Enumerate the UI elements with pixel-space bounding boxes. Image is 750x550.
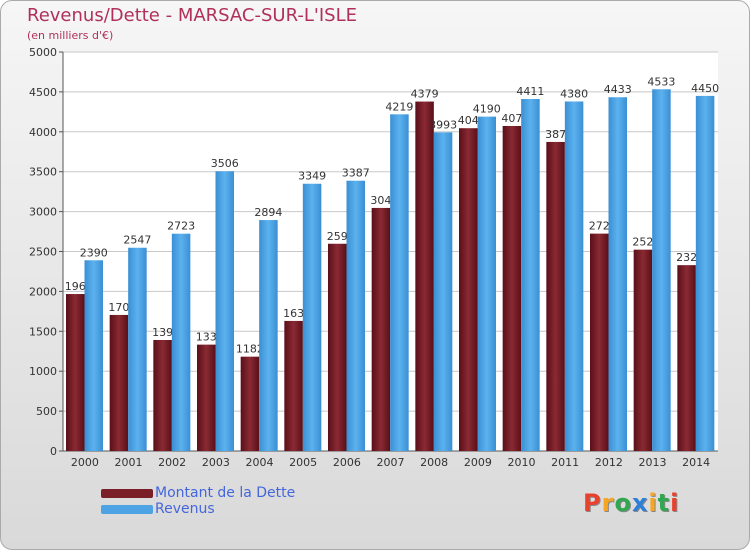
data-label-dette: 272	[589, 220, 610, 233]
data-label-revenus: 4380	[560, 87, 588, 100]
y-tick-label: 2500	[29, 246, 57, 259]
bar-revenus	[608, 97, 627, 452]
y-tick-label: 2000	[29, 285, 57, 298]
data-label-dette: 139	[152, 326, 173, 339]
data-label-revenus: 3387	[342, 167, 370, 180]
data-label-dette: 196	[65, 280, 86, 293]
bar-dette	[284, 320, 303, 451]
bar-dette	[590, 233, 609, 451]
data-label-revenus: 4533	[647, 75, 675, 88]
data-label-dette: 163	[283, 307, 304, 320]
bar-dette	[109, 314, 129, 451]
bar-revenus	[302, 183, 322, 451]
data-label-dette: 232	[676, 251, 697, 264]
legend-swatch-dette	[101, 488, 153, 498]
bar-revenus	[695, 95, 715, 451]
y-tick-label: 1500	[29, 325, 57, 338]
bar-revenus	[84, 260, 103, 451]
x-tick-label: 2007	[377, 456, 405, 469]
y-tick-label: 3500	[29, 166, 57, 179]
bar-dette	[677, 265, 696, 451]
bar-dette	[459, 128, 478, 452]
data-label-revenus: 4450	[691, 82, 719, 95]
legend-label-revenus: Revenus	[155, 501, 215, 517]
bar-dette	[371, 207, 391, 451]
data-label-dette: 259	[327, 230, 348, 243]
bar-dette	[502, 125, 522, 451]
bar-revenus	[564, 101, 584, 451]
x-tick-label: 2001	[115, 456, 143, 469]
x-tick-label: 2003	[202, 456, 230, 469]
bar-revenus	[259, 220, 278, 451]
x-tick-label: 2011	[551, 456, 579, 469]
data-label-revenus: 4219	[385, 100, 413, 113]
bar-revenus	[128, 247, 147, 451]
y-tick-label: 1000	[29, 365, 57, 378]
y-tick-label: 5000	[29, 46, 57, 59]
data-label-revenus: 2894	[254, 206, 282, 219]
x-tick-label: 2014	[682, 456, 710, 469]
x-tick-label: 2006	[333, 456, 361, 469]
y-tick-label: 4000	[29, 126, 57, 139]
data-label-revenus: 4411	[516, 85, 544, 98]
data-label-dette: 304	[370, 194, 391, 207]
x-tick-label: 2004	[246, 456, 274, 469]
legend-item-revenus: Revenus	[101, 501, 295, 517]
legend-item-dette: Montant de la Dette	[101, 485, 295, 501]
bar-revenus	[346, 180, 365, 451]
bar-revenus	[433, 132, 453, 452]
data-label-revenus: 2390	[80, 246, 108, 259]
chart-subtitle: (en milliers d'€)	[27, 29, 114, 42]
proxiti-logo: Proxiti	[583, 489, 680, 517]
data-label-revenus: 2547	[123, 234, 151, 247]
bar-dette	[546, 141, 565, 451]
bar-revenus	[390, 114, 409, 452]
data-label-dette: 252	[632, 236, 653, 249]
y-tick-label: 4500	[29, 86, 57, 99]
bar-dette	[153, 339, 172, 451]
data-label-revenus: 3349	[298, 170, 326, 183]
bar-dette	[415, 101, 434, 452]
data-label-dette: 404	[458, 114, 479, 127]
x-tick-label: 2008	[420, 456, 448, 469]
y-tick-label: 3000	[29, 206, 57, 219]
bar-revenus	[477, 116, 496, 451]
x-tick-label: 2013	[639, 456, 667, 469]
bar-dette	[240, 356, 260, 451]
data-label-revenus: 3993	[429, 118, 457, 131]
x-tick-label: 2010	[508, 456, 536, 469]
y-tick-label: 0	[50, 445, 57, 458]
data-label-dette: 1182	[236, 343, 264, 356]
x-tick-label: 2012	[595, 456, 623, 469]
data-label-dette: 387	[545, 128, 566, 141]
data-label-revenus: 4190	[473, 103, 501, 116]
data-label-revenus: 4433	[604, 83, 632, 96]
data-label-dette: 170	[108, 301, 129, 314]
data-label-revenus: 3506	[211, 157, 239, 170]
bar-revenus	[521, 99, 540, 451]
x-tick-label: 2009	[464, 456, 492, 469]
bar-dette	[197, 344, 216, 451]
bar-revenus	[652, 89, 671, 451]
data-label-dette: 407	[501, 112, 522, 125]
bar-dette	[633, 249, 653, 451]
bar-revenus	[215, 171, 234, 452]
data-label-dette: 133	[196, 331, 217, 344]
legend-label-dette: Montant de la Dette	[155, 485, 296, 501]
chart-title: Revenus/Dette - MARSAC-SUR-L'ISLE	[27, 5, 357, 26]
x-tick-label: 2005	[289, 456, 317, 469]
x-tick-label: 2002	[158, 456, 186, 469]
data-label-dette: 4379	[411, 88, 439, 101]
chart-legend: Montant de la Dette Revenus	[101, 485, 295, 517]
bar-dette	[328, 243, 347, 451]
bar-revenus	[171, 233, 191, 451]
legend-swatch-revenus	[101, 504, 153, 514]
bar-dette	[66, 294, 85, 451]
y-tick-label: 500	[36, 405, 57, 418]
x-tick-label: 2000	[71, 456, 99, 469]
data-label-revenus: 2723	[167, 220, 195, 233]
